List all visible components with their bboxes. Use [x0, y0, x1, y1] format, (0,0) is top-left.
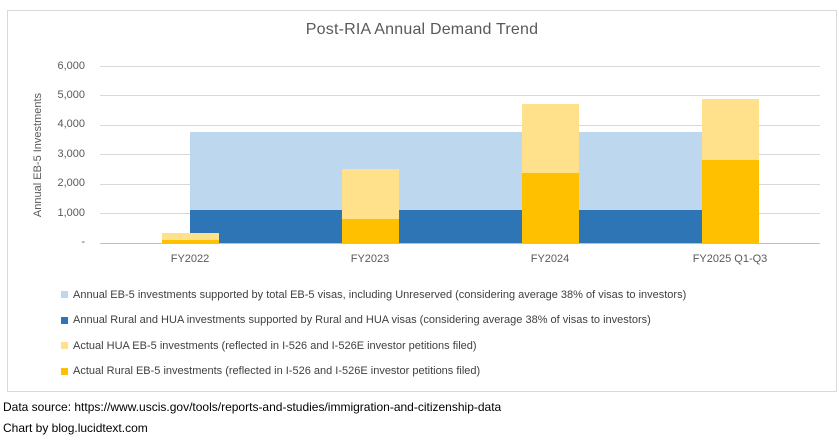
gridline	[100, 95, 820, 97]
bar-segment	[341, 219, 399, 243]
bar-segment	[341, 169, 399, 220]
legend-item: Annual Rural and HUA investments support…	[61, 314, 651, 327]
y-tick-label: 2,000	[57, 177, 85, 190]
legend-label: Actual Rural EB-5 investments (reflected…	[73, 365, 481, 377]
legend-label: Actual HUA EB-5 investments (reflected i…	[73, 339, 477, 352]
bar-segment	[161, 239, 219, 243]
x-axis-line	[100, 242, 820, 244]
bar-segment	[701, 98, 759, 160]
chart-title: Post-RIA Annual Demand Trend	[305, 21, 539, 38]
legend-swatch	[61, 367, 68, 375]
y-tick-label: 3,000	[57, 147, 85, 160]
legend-item: Actual Rural EB-5 investments (reflected…	[61, 365, 480, 378]
capacity-band	[190, 210, 759, 243]
legend-label: Annual EB-5 investments supported by tot…	[73, 288, 687, 301]
y-tick-label: -	[81, 236, 85, 249]
legend-swatch	[61, 316, 68, 324]
x-axis-label: FY2024	[530, 253, 570, 265]
bar-segment	[161, 233, 219, 240]
y-tick-label: 5,000	[57, 88, 85, 101]
bar-segment	[701, 159, 759, 243]
x-axis-label: FY2025 Q1-Q3	[692, 253, 768, 265]
legend-swatch	[61, 342, 68, 349]
x-axis-label: FY2023	[350, 253, 390, 265]
y-tick-label: 6,000	[57, 59, 85, 72]
bar-segment	[521, 104, 579, 173]
legend-swatch	[61, 291, 68, 298]
gridline	[100, 124, 820, 126]
bar-segment	[521, 172, 579, 243]
y-tick-label: 1,000	[57, 206, 85, 219]
legend-item: Annual EB-5 investments supported by tot…	[61, 288, 686, 301]
y-tick-label: 4,000	[57, 118, 85, 131]
x-axis-label: FY2022	[170, 253, 210, 265]
gridline	[100, 66, 820, 67]
credit-text: Chart by blog.lucidtext.com	[3, 421, 148, 435]
data-source-text: Data source: https://www.uscis.gov/tools…	[3, 400, 502, 414]
legend-item: Actual HUA EB-5 investments (reflected i…	[61, 339, 477, 352]
legend-label: Annual Rural and HUA investments support…	[73, 314, 651, 326]
